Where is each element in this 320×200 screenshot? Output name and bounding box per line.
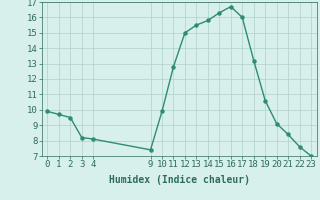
X-axis label: Humidex (Indice chaleur): Humidex (Indice chaleur) <box>109 175 250 185</box>
